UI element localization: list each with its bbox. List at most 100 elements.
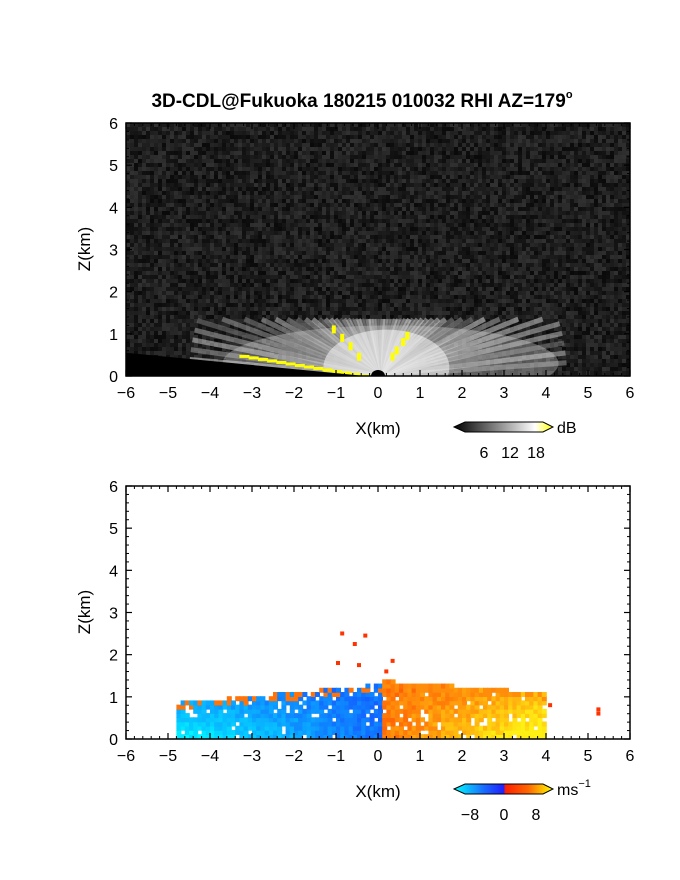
noise-pixel: [306, 175, 310, 179]
noise-pixel: [198, 255, 202, 259]
noise-pixel: [470, 159, 474, 163]
noise-pixel: [398, 195, 402, 199]
noise-pixel: [598, 215, 602, 219]
noise-pixel: [470, 183, 474, 187]
noise-pixel: [538, 199, 542, 203]
noise-pixel: [346, 199, 350, 203]
noise-pixel: [398, 215, 402, 219]
noise-pixel: [514, 255, 518, 259]
noise-pixel: [542, 127, 546, 131]
noise-pixel: [314, 227, 318, 231]
noise-pixel: [462, 231, 466, 235]
noise-pixel: [590, 139, 594, 143]
noise-pixel: [442, 139, 446, 143]
noise-pixel: [306, 211, 310, 215]
noise-pixel: [370, 263, 374, 267]
noise-pixel: [410, 199, 414, 203]
noise-pixel: [338, 191, 342, 195]
noise-pixel: [594, 203, 598, 207]
noise-pixel: [342, 199, 346, 203]
noise-pixel: [202, 211, 206, 215]
noise-pixel: [250, 151, 254, 155]
noise-pixel: [138, 251, 142, 255]
noise-pixel: [522, 167, 526, 171]
noise-pixel: [354, 191, 358, 195]
noise-pixel: [366, 183, 370, 187]
noise-pixel: [310, 135, 314, 139]
noise-pixel: [450, 167, 454, 171]
noise-pixel: [342, 215, 346, 219]
noise-pixel: [162, 251, 166, 255]
noise-pixel: [330, 267, 334, 271]
noise-pixel: [130, 207, 134, 211]
noise-pixel: [446, 139, 450, 143]
noise-pixel: [282, 143, 286, 147]
noise-pixel: [446, 163, 450, 167]
noise-pixel: [498, 167, 502, 171]
noise-pixel: [150, 163, 154, 167]
noise-pixel: [622, 227, 626, 231]
noise-pixel: [378, 271, 382, 275]
noise-pixel: [282, 183, 286, 187]
noise-pixel: [602, 195, 606, 199]
noise-pixel: [214, 251, 218, 255]
noise-pixel: [190, 267, 194, 271]
noise-pixel: [486, 167, 490, 171]
noise-pixel: [166, 263, 170, 267]
noise-pixel: [150, 255, 154, 259]
noise-pixel: [170, 235, 174, 239]
noise-pixel: [338, 203, 342, 207]
noise-pixel: [246, 271, 250, 275]
noise-pixel: [454, 155, 458, 159]
noise-pixel: [550, 207, 554, 211]
noise-pixel: [542, 131, 546, 135]
noise-pixel: [402, 187, 406, 191]
noise-pixel: [566, 147, 570, 151]
noise-pixel: [578, 211, 582, 215]
noise-pixel: [426, 147, 430, 151]
noise-pixel: [210, 211, 214, 215]
noise-pixel: [622, 191, 626, 195]
noise-pixel: [206, 227, 210, 231]
noise-pixel: [130, 151, 134, 155]
noise-pixel: [354, 215, 358, 219]
noise-pixel: [430, 219, 434, 223]
noise-pixel: [338, 267, 342, 271]
noise-pixel: [434, 171, 438, 175]
noise-pixel: [150, 263, 154, 267]
noise-pixel: [302, 127, 306, 131]
noise-pixel: [150, 179, 154, 183]
noise-pixel: [286, 171, 290, 175]
noise-pixel: [210, 247, 214, 251]
noise-pixel: [410, 167, 414, 171]
noise-pixel: [258, 167, 262, 171]
noise-pixel: [486, 179, 490, 183]
noise-pixel: [350, 191, 354, 195]
noise-pixel: [130, 231, 134, 235]
noise-pixel: [230, 135, 234, 139]
noise-pixel: [414, 139, 418, 143]
noise-pixel: [386, 219, 390, 223]
noise-pixel: [162, 195, 166, 199]
noise-pixel: [154, 203, 158, 207]
noise-pixel: [442, 231, 446, 235]
noise-pixel: [174, 223, 178, 227]
noise-pixel: [182, 223, 186, 227]
noise-pixel: [218, 275, 222, 279]
noise-pixel: [594, 271, 598, 275]
noise-pixel: [558, 163, 562, 167]
noise-pixel: [398, 151, 402, 155]
noise-pixel: [410, 203, 414, 207]
noise-pixel: [398, 275, 402, 279]
noise-pixel: [218, 195, 222, 199]
noise-pixel: [238, 251, 242, 255]
noise-pixel: [622, 187, 626, 191]
noise-pixel: [470, 195, 474, 199]
noise-pixel: [602, 175, 606, 179]
noise-pixel: [282, 231, 286, 235]
noise-pixel: [542, 179, 546, 183]
noise-pixel: [470, 191, 474, 195]
noise-pixel: [534, 123, 538, 127]
noise-pixel: [594, 199, 598, 203]
noise-pixel: [598, 187, 602, 191]
